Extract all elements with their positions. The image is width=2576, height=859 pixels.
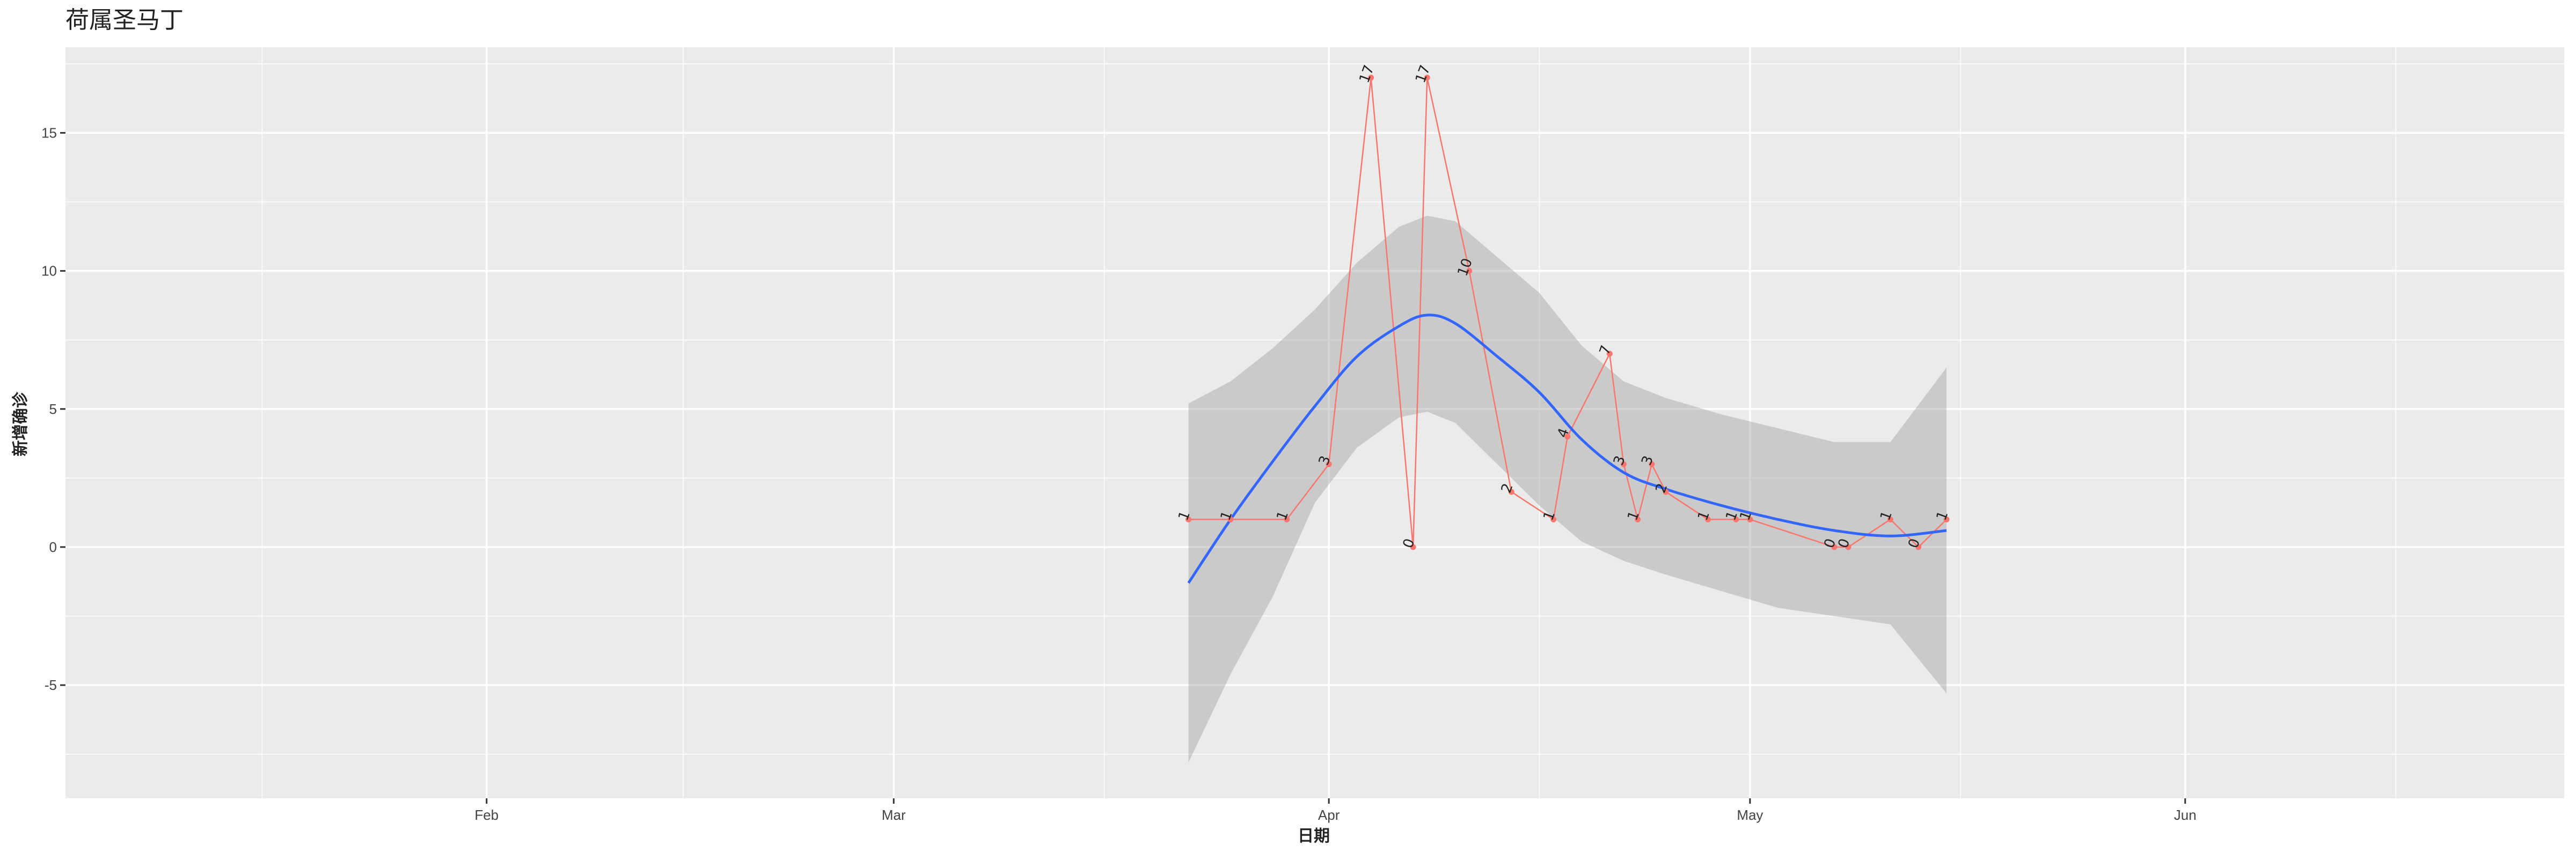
data-point <box>1649 461 1655 468</box>
data-point <box>1227 516 1234 523</box>
confidence-band-area <box>1188 215 1947 763</box>
y-tick-label: 5 <box>49 401 57 417</box>
data-point <box>1915 544 1922 550</box>
x-tick-label: Jun <box>2174 807 2197 823</box>
confidence-band <box>1188 215 1947 763</box>
data-point <box>1620 461 1627 468</box>
data-point <box>1887 516 1893 523</box>
data-point <box>1410 544 1416 550</box>
data-point <box>1845 544 1851 550</box>
y-tick-label: 10 <box>41 263 57 279</box>
x-tick-label: Apr <box>1318 807 1340 823</box>
x-axis: Feb Mar Apr May Jun <box>474 798 2197 823</box>
y-axis: -5 0 5 10 15 <box>41 125 65 693</box>
data-point <box>1606 351 1613 357</box>
data-point <box>1185 516 1192 523</box>
x-tick-label: Mar <box>882 807 906 823</box>
data-point <box>1943 516 1950 523</box>
y-tick-label: 15 <box>41 125 57 141</box>
y-tick-label: 0 <box>49 539 57 555</box>
data-point <box>1466 268 1473 274</box>
data-point <box>1635 516 1641 523</box>
data-point <box>1831 544 1838 550</box>
y-axis-title: 新增确诊 <box>11 391 30 456</box>
data-point <box>1424 75 1430 81</box>
y-tick-label: -5 <box>45 677 57 693</box>
data-points <box>1185 75 1950 550</box>
data-point <box>1564 433 1571 440</box>
data-point <box>1326 461 1332 468</box>
smooth-series <box>1187 314 1947 584</box>
data-point <box>1368 75 1374 81</box>
chart-title: 荷属圣马丁 <box>65 6 184 34</box>
x-tick-label: May <box>1737 807 1763 823</box>
data-point <box>1550 516 1557 523</box>
data-point <box>1747 516 1753 523</box>
smooth-line <box>1187 314 1947 584</box>
x-axis-title: 日期 <box>1298 827 1330 846</box>
grid <box>65 47 2564 798</box>
data-point <box>1284 516 1290 523</box>
data-point <box>1704 516 1711 523</box>
data-point <box>1733 516 1739 523</box>
data-point <box>1663 489 1669 495</box>
plot-panel <box>65 47 2564 798</box>
x-tick-label: Feb <box>474 807 499 823</box>
data-point <box>1508 489 1514 495</box>
